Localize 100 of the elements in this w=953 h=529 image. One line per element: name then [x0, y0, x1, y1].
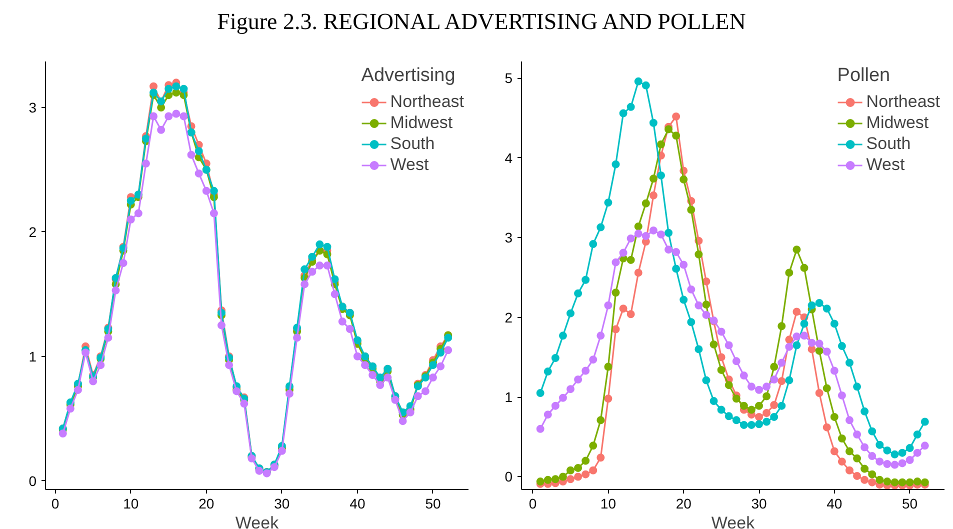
point [792, 308, 801, 316]
point [558, 332, 567, 340]
point [582, 470, 590, 478]
point [800, 332, 808, 340]
y-tick-label: 1 [504, 389, 513, 406]
point [822, 304, 831, 313]
point [702, 376, 710, 384]
x-tick-label: 50 [425, 496, 441, 512]
point [906, 456, 914, 464]
point [755, 386, 764, 394]
point [860, 443, 869, 452]
point [368, 371, 377, 380]
point [762, 418, 771, 426]
point [619, 109, 628, 118]
point [164, 84, 173, 93]
point [785, 336, 794, 344]
point [58, 430, 67, 438]
point [218, 321, 226, 330]
point [785, 268, 794, 277]
point [104, 334, 112, 342]
point [308, 252, 316, 261]
point [883, 460, 892, 468]
x-tick-label: 40 [826, 496, 842, 512]
point [664, 228, 673, 237]
point [664, 246, 673, 254]
point [732, 394, 740, 403]
point [604, 362, 612, 371]
point [815, 389, 824, 398]
point [710, 397, 718, 406]
y-tick-label: 0 [504, 468, 513, 485]
point [822, 384, 831, 392]
point [792, 341, 801, 350]
point [694, 250, 703, 258]
legend-label: South [866, 134, 911, 154]
point [436, 362, 445, 370]
point [604, 198, 612, 207]
point [604, 301, 612, 310]
point [596, 332, 605, 340]
point [157, 104, 166, 112]
point [868, 452, 876, 460]
point [544, 410, 552, 419]
point [300, 280, 309, 288]
y-tick-label: 2 [28, 224, 37, 240]
point [920, 442, 929, 450]
point [649, 174, 658, 183]
point [830, 412, 838, 421]
point [596, 454, 605, 462]
point [194, 147, 203, 156]
point [429, 361, 437, 370]
point [398, 417, 407, 426]
point [172, 110, 180, 118]
point [868, 470, 876, 478]
point [747, 382, 756, 391]
point [755, 412, 764, 421]
point [778, 377, 786, 386]
point [778, 402, 786, 410]
point [717, 353, 726, 362]
point [890, 478, 899, 486]
point [604, 394, 612, 403]
point [582, 366, 590, 375]
chart-title: Figure 2.3. REGIONAL ADVERTISING AND POLLEN [217, 8, 746, 36]
point [574, 464, 582, 472]
x-axis-title: Week [235, 514, 280, 529]
point [300, 265, 309, 274]
point [830, 320, 838, 328]
point [830, 366, 838, 375]
point [574, 376, 582, 384]
legend-label: Midwest [866, 113, 929, 133]
point [642, 232, 650, 240]
point [338, 318, 346, 326]
point [558, 394, 567, 402]
legend-label: West [866, 155, 905, 175]
point [702, 310, 710, 319]
point [724, 412, 733, 420]
point [800, 320, 808, 328]
point [180, 112, 188, 120]
x-tick-label: 0 [51, 496, 60, 512]
point [740, 372, 748, 380]
point [792, 246, 801, 254]
legend-label: West [390, 155, 429, 175]
point [883, 446, 892, 454]
point [845, 416, 854, 424]
point [808, 338, 816, 347]
point [225, 361, 234, 370]
point [429, 374, 437, 382]
x-tick-label: 20 [676, 496, 692, 512]
point [792, 332, 801, 340]
point [74, 386, 82, 394]
point [853, 382, 862, 391]
point [596, 416, 605, 424]
point [323, 242, 332, 251]
x-tick-label: 30 [751, 496, 768, 512]
point [680, 260, 688, 269]
point [187, 150, 196, 159]
point [770, 401, 778, 410]
point [406, 408, 414, 416]
point [626, 102, 635, 111]
x-tick-label: 0 [528, 496, 537, 512]
point [544, 368, 552, 376]
point [687, 206, 696, 214]
